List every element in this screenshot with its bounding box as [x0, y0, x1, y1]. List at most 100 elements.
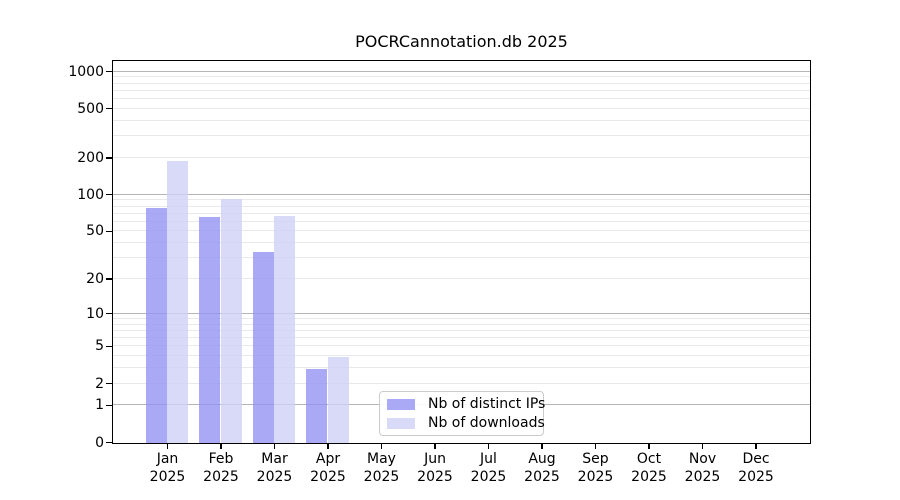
bar-distinct-ips: [145, 208, 167, 443]
x-tick-label: Sep 2025: [560, 450, 632, 486]
x-tick-label: Jan 2025: [132, 450, 204, 486]
x-tick-month: Feb: [208, 451, 234, 467]
gridline-minor: [113, 119, 810, 121]
gridline-minor: [113, 345, 810, 347]
x-tick-month: Jul: [480, 451, 497, 467]
x-axis-tick: [648, 444, 650, 449]
gridline-minor: [113, 98, 810, 100]
y-tick-label: 1: [95, 397, 104, 414]
x-tick-year: 2025: [470, 469, 507, 485]
y-axis-tick: [106, 404, 112, 406]
x-tick-month: Jun: [424, 451, 446, 467]
legend-label-distinct-ips: Nb of distinct IPs: [428, 395, 546, 412]
x-tick-year: 2025: [363, 469, 400, 485]
gridline-major: [113, 312, 810, 314]
x-tick-label: Jun 2025: [399, 450, 471, 486]
x-tick-year: 2025: [149, 469, 186, 485]
x-tick-label: May 2025: [346, 450, 418, 486]
gridline-minor: [113, 89, 810, 91]
bar-downloads: [167, 161, 189, 443]
y-tick-label: 100: [77, 186, 104, 203]
x-tick-month: Jan: [156, 451, 179, 467]
x-tick-month: Aug: [528, 451, 556, 467]
x-tick-month: Apr: [315, 451, 341, 467]
y-axis-tick: [106, 441, 112, 444]
gridline-minor: [113, 337, 810, 339]
gridline-minor: [113, 367, 810, 369]
x-axis-tick: [541, 444, 543, 449]
x-tick-month: Oct: [636, 451, 662, 467]
legend-item-downloads: Nb of downloads: [380, 414, 545, 431]
plot-area: [112, 60, 811, 444]
gridline-minor: [113, 242, 810, 244]
x-tick-year: 2025: [417, 469, 453, 485]
y-tick-label: 20: [86, 271, 104, 288]
x-axis-tick: [755, 444, 757, 449]
x-axis-tick: [487, 444, 490, 449]
legend-swatch-distinct-ips: [387, 398, 415, 410]
gridline-minor: [113, 82, 810, 84]
y-tick-label: 200: [77, 149, 104, 166]
gridline-minor: [113, 382, 810, 384]
x-axis-tick: [434, 444, 436, 449]
gridline-minor: [113, 317, 810, 319]
x-tick-year: 2025: [577, 469, 614, 485]
y-tick-label: 500: [77, 100, 104, 117]
x-axis-tick: [594, 444, 597, 449]
bar-downloads: [327, 356, 349, 443]
legend-item-distinct-ips: Nb of distinct IPs: [380, 395, 546, 412]
x-tick-month: Sep: [582, 451, 609, 467]
gridline-minor: [113, 76, 810, 78]
gridline-minor: [113, 135, 810, 137]
x-axis-tick: [220, 444, 222, 449]
legend: Nb of distinct IPs Nb of downloads: [379, 391, 546, 436]
gridline-minor: [113, 230, 810, 232]
x-axis-tick: [273, 444, 276, 449]
gridline-minor: [113, 278, 810, 280]
x-tick-month: Dec: [742, 451, 770, 467]
gridline-minor: [113, 220, 810, 222]
gridline-minor: [113, 156, 810, 158]
y-axis-tick: [106, 70, 112, 73]
x-tick-year: 2025: [524, 469, 560, 485]
x-tick-year: 2025: [256, 469, 293, 485]
y-axis-tick: [106, 108, 112, 110]
x-tick-label: Jul 2025: [453, 450, 525, 486]
chart-title: POCRCannotation.db 2025: [355, 32, 568, 51]
y-tick-label: 50: [86, 223, 104, 240]
gridline-minor: [113, 355, 810, 357]
x-axis-tick: [327, 444, 329, 449]
y-tick-label: 5: [95, 338, 104, 355]
y-tick-label: 1000: [68, 63, 104, 80]
y-tick-label: 0: [95, 434, 104, 451]
y-axis-tick: [106, 194, 112, 196]
bar-downloads: [274, 215, 296, 443]
x-tick-label: Mar 2025: [239, 450, 311, 486]
x-tick-label: Aug 2025: [506, 450, 578, 486]
y-axis-tick: [106, 230, 112, 233]
gridline-minor: [113, 323, 810, 325]
gridline-minor: [113, 212, 810, 214]
x-tick-label: Oct 2025: [613, 450, 685, 486]
x-tick-year: 2025: [738, 469, 774, 485]
y-axis-tick: [106, 313, 112, 315]
x-tick-label: Feb 2025: [185, 450, 257, 486]
x-tick-month: Mar: [261, 451, 288, 467]
x-tick-label: Apr 2025: [292, 450, 364, 486]
gridline-major: [113, 193, 810, 195]
bar-downloads: [220, 199, 242, 443]
legend-swatch-downloads: [387, 417, 415, 429]
x-tick-label: Nov 2025: [667, 450, 739, 486]
gridline-minor: [113, 107, 810, 109]
gridline-minor: [113, 257, 810, 259]
x-axis-tick: [166, 444, 169, 449]
bar-distinct-ips: [199, 216, 221, 443]
bar-distinct-ips: [306, 368, 328, 443]
gridline-minor: [113, 199, 810, 201]
x-tick-label: Dec 2025: [720, 450, 792, 486]
y-axis-tick: [106, 345, 112, 347]
x-tick-year: 2025: [203, 469, 239, 485]
gridline-minor: [113, 205, 810, 207]
legend-label-downloads: Nb of downloads: [428, 414, 545, 431]
